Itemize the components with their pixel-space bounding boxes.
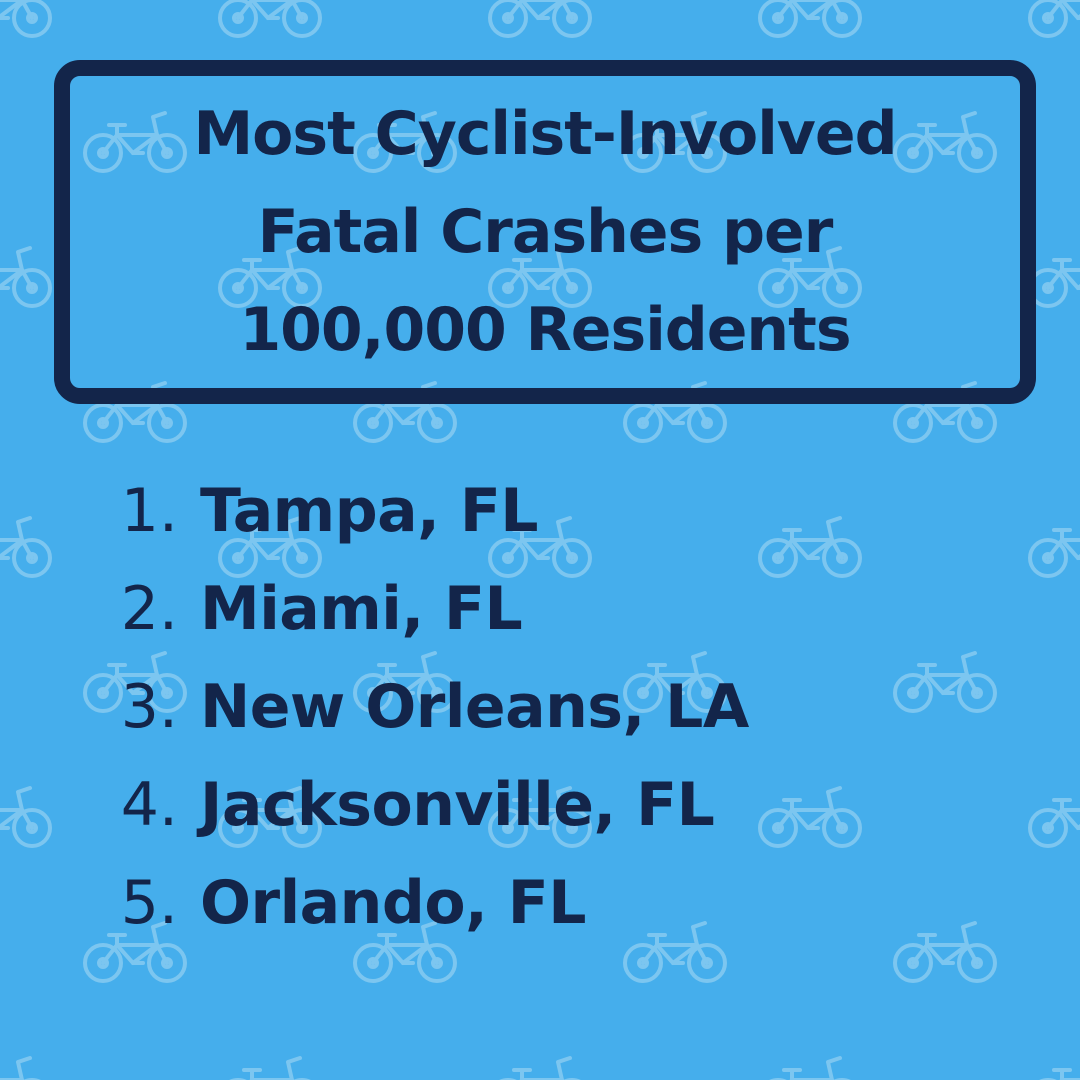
bicycle-icon [218,1056,322,1080]
rank-number: 3. [120,672,178,742]
bicycle-icon [758,0,862,38]
bicycle-icon [0,246,52,308]
rank-number: 4. [120,770,178,840]
ranking-item-4: 4. Jacksonville, FL [0,756,1080,854]
bicycle-icon [488,0,592,38]
rank-number: 5. [120,868,178,938]
bicycle-icon [0,1056,52,1080]
rank-number: 1. [120,476,178,546]
city-name: Miami, FL [200,574,523,644]
title-box: Most Cyclist-Involved Fatal Crashes per … [54,60,1036,404]
bicycle-icon [218,0,322,38]
bicycle-icon [758,1056,862,1080]
rank-number: 2. [120,574,178,644]
city-name: Jacksonville, FL [200,770,715,840]
bicycle-icon [488,1056,592,1080]
bicycle-icon [1028,246,1080,308]
bicycle-icon [0,0,52,38]
bicycle-icon [1028,0,1080,38]
ranking-item-1: 1. Tampa, FL [0,462,1080,560]
city-name: New Orleans, LA [200,672,749,742]
title-line-1: Most Cyclist-Involved [193,99,897,169]
title-line-3: 100,000 Residents [239,295,851,365]
ranking-item-5: 5. Orlando, FL [0,854,1080,952]
title-line-2: Fatal Crashes per [257,197,834,267]
ranking-item-2: 2. Miami, FL [0,560,1080,658]
ranking-item-3: 3. New Orleans, LA [0,658,1080,756]
ranking-list: 1. Tampa, FL 2. Miami, FL 3. New Orleans… [0,462,1080,952]
city-name: Orlando, FL [200,868,586,938]
city-name: Tampa, FL [200,476,539,546]
bicycle-icon [1028,1056,1080,1080]
